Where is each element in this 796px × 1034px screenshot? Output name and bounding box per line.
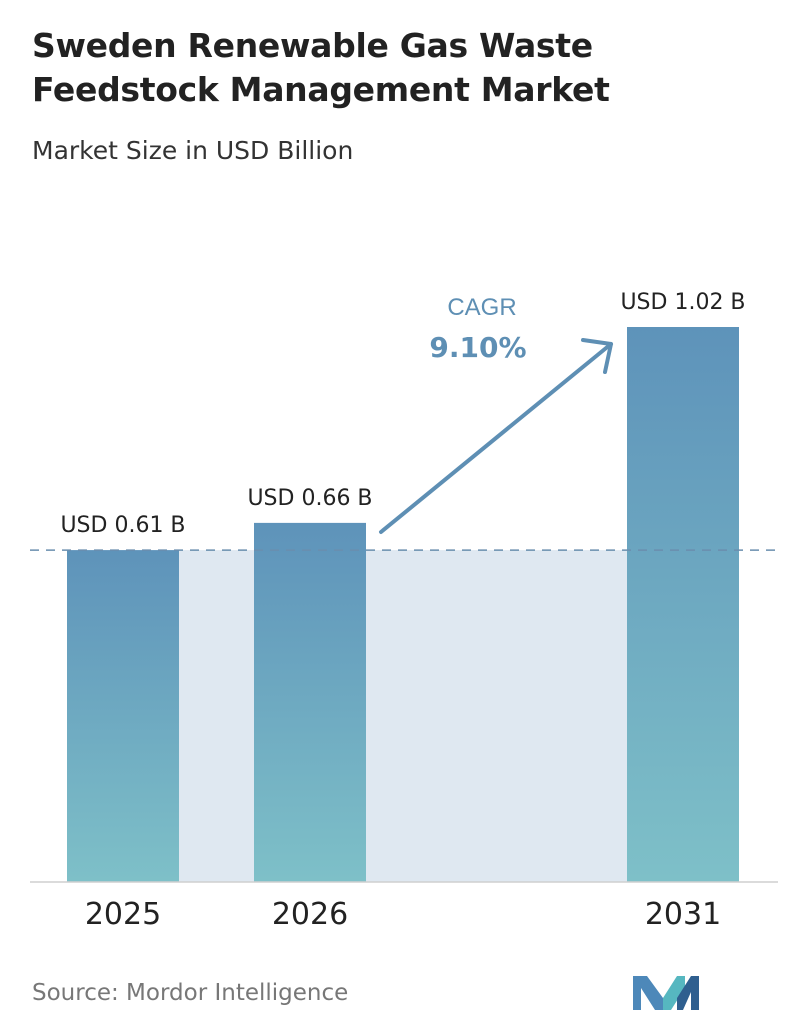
bar-2026 [254,522,366,882]
bar-2025 [67,550,179,882]
cagr-value: 9.10% [429,331,526,364]
bar-value-label: USD 1.02 B [620,290,745,315]
source-text: Source: Mordor Intelligence [32,980,349,1006]
cagr-label: CAGR [447,294,516,321]
x-tick-label: 2025 [85,897,161,932]
x-tick-label: 2031 [645,897,721,932]
mordor-intelligence-logo-icon [633,976,699,1010]
x-tick-label: 2026 [272,897,348,932]
chart-title: Sweden Renewable Gas Waste Feedstock Man… [32,26,610,109]
bar-2031 [627,327,739,882]
cagr-arrow [379,342,613,534]
reference-band [179,550,254,882]
chart-subtitle: Market Size in USD Billion [32,136,354,165]
bar-value-label: USD 0.61 B [60,513,185,538]
reference-band [366,550,627,882]
cagr-arrow-head [581,338,613,374]
bar-value-label: USD 0.66 B [247,486,372,511]
